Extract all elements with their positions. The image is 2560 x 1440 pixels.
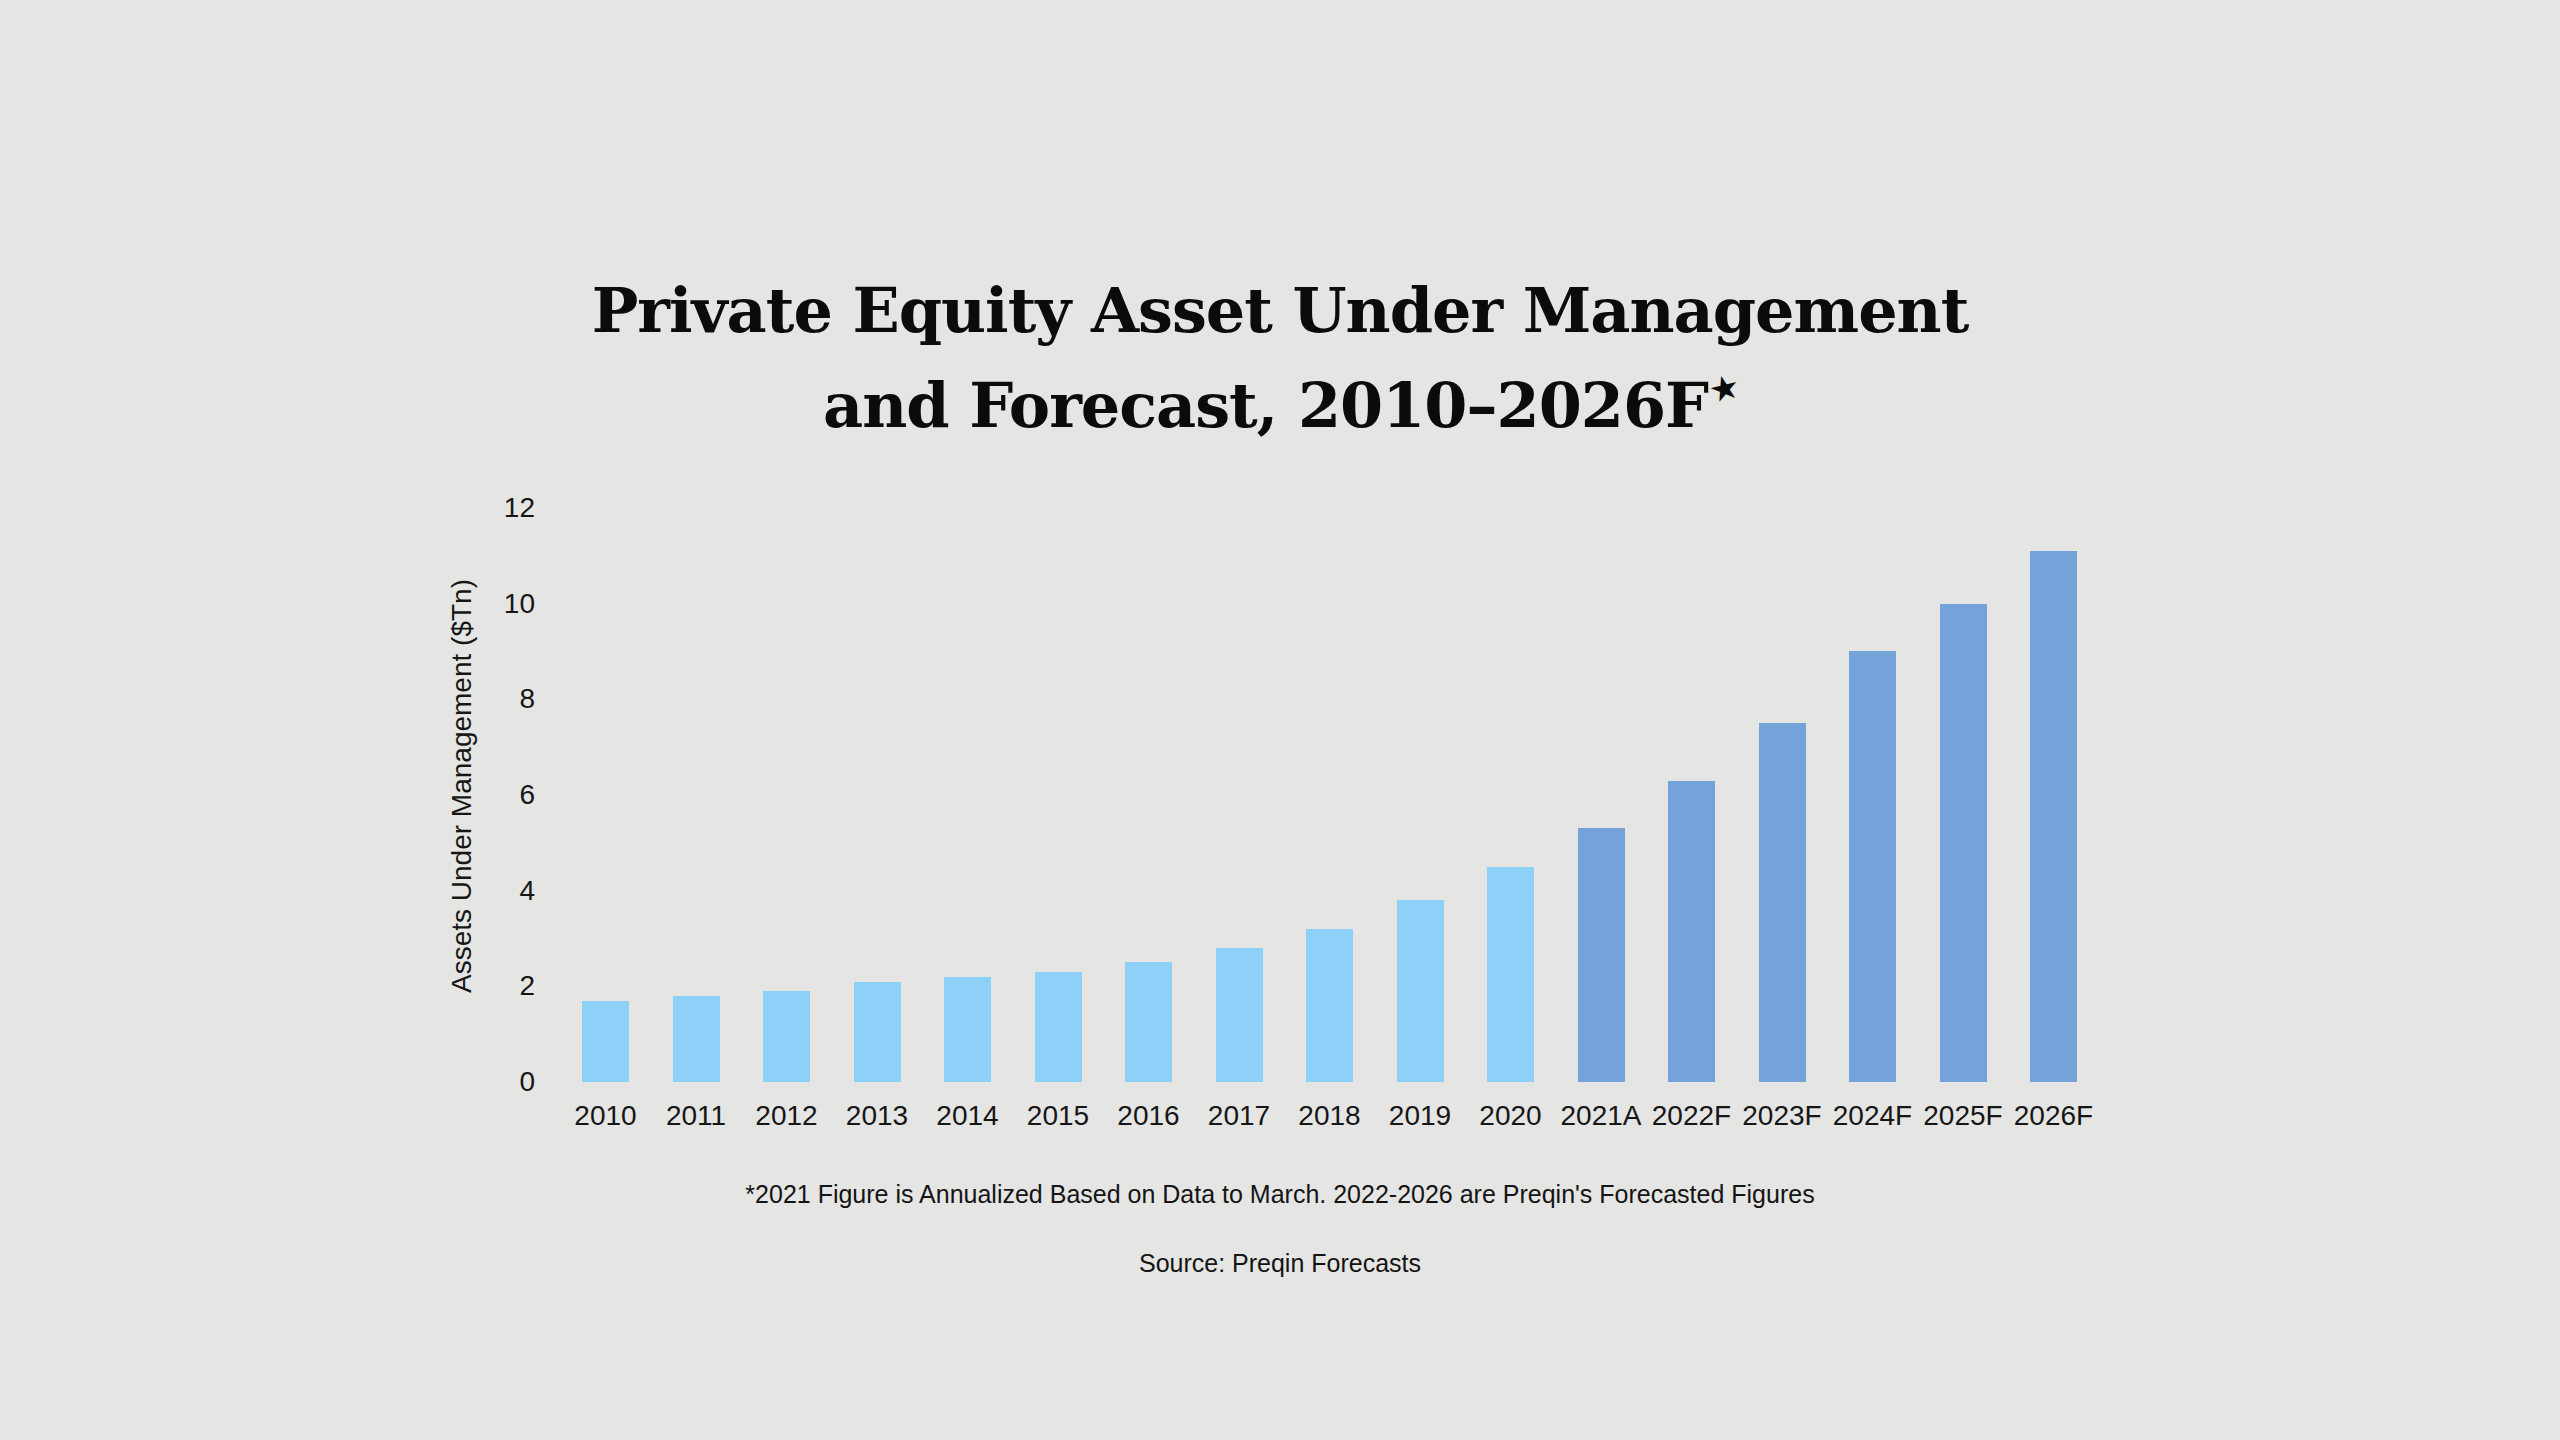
source-note: Source: Preqin Forecasts (0, 1249, 2560, 1277)
y-tick-label-8: 8 (400, 684, 535, 714)
y-tick-label-12: 12 (400, 493, 535, 523)
bar-2015 (1035, 972, 1082, 1082)
y-tick-label-10: 10 (400, 589, 535, 619)
bar-2026F (2030, 551, 2077, 1082)
y-axis-tick-labels: 024681012 (400, 508, 535, 1082)
bar-2011 (673, 996, 720, 1082)
bar-2018 (1306, 929, 1353, 1082)
bar-2022F (1668, 781, 1715, 1082)
bar-2017 (1216, 948, 1263, 1082)
chart-title-line-2-text: and Forecast, 2010–2026F (823, 369, 1708, 442)
plot-area: 2010201120122013201420152016201720182019… (582, 508, 2077, 1082)
bar-2013 (854, 982, 901, 1082)
y-tick-label-6: 6 (400, 780, 535, 810)
bar-2014 (944, 977, 991, 1082)
bar-2010 (582, 1001, 629, 1082)
bar-2025F (1940, 604, 1987, 1082)
chart-canvas: Private Equity Asset Under Management an… (0, 0, 2560, 1440)
chart-title: Private Equity Asset Under Management an… (0, 272, 2560, 445)
bar-2024F (1849, 651, 1896, 1082)
y-tick-label-4: 4 (400, 876, 535, 906)
bar-2020 (1487, 867, 1534, 1082)
chart-title-line-2: and Forecast, 2010–2026F★ (0, 350, 2560, 445)
y-tick-label-2: 2 (400, 971, 535, 1001)
y-tick-label-0: 0 (400, 1067, 535, 1097)
bar-2012 (763, 991, 810, 1082)
bar-2021A (1578, 828, 1625, 1082)
chart-title-line-1: Private Equity Asset Under Management (0, 272, 2560, 350)
x-tick-label-2026F: 2026F (1994, 1100, 2114, 1132)
title-footnote-star-icon: ★ (1702, 348, 1746, 430)
bar-2023F (1759, 723, 1806, 1082)
bar-2016 (1125, 962, 1172, 1082)
chart-footnote: *2021 Figure is Annualized Based on Data… (0, 1180, 2560, 1208)
bar-2019 (1397, 900, 1444, 1082)
